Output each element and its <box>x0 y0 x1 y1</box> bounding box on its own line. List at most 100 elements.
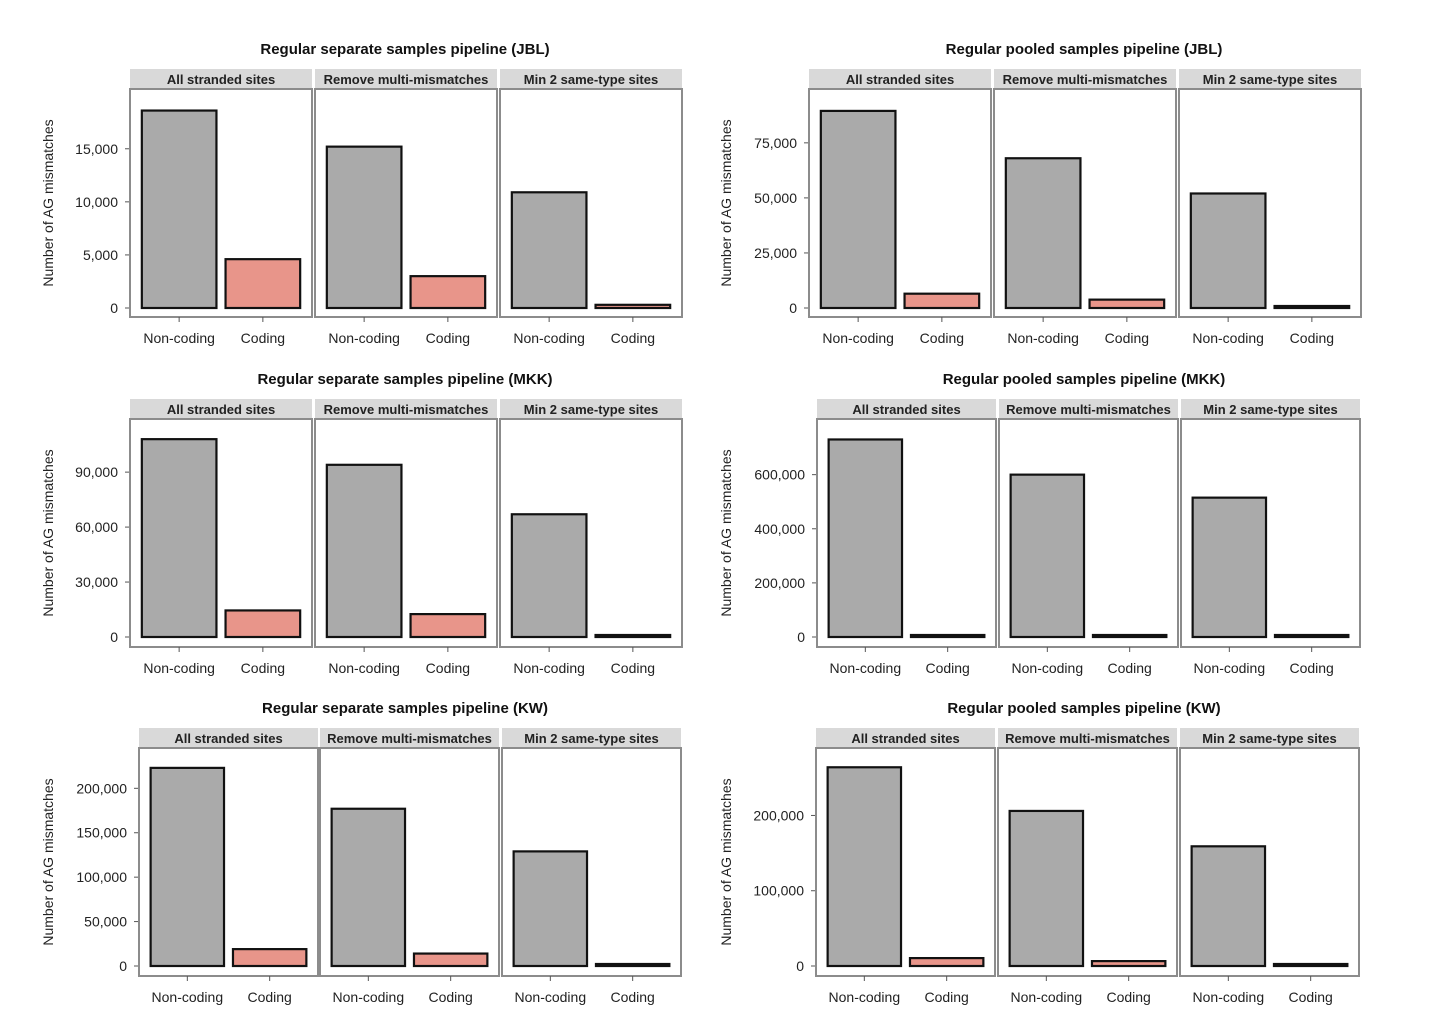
y-tick-label: 100,000 <box>76 869 127 885</box>
chart-title: Regular separate samples pipeline (KW) <box>262 700 548 717</box>
y-axis-title: Number of AG mismatches <box>40 778 56 945</box>
x-tick-label: Coding <box>925 660 969 676</box>
x-tick-label: Coding <box>428 989 472 1005</box>
bar-non-coding <box>325 463 403 639</box>
y-tick-label: 600,000 <box>754 467 805 483</box>
y-axis-title: Number of AG mismatches <box>40 449 56 616</box>
facet-label: Remove multi-mismatches <box>1005 731 1170 746</box>
facet-strip <box>816 728 995 748</box>
x-tick-label: Non-coding <box>829 989 901 1005</box>
bar-coding <box>1091 633 1168 639</box>
bar-non-coding <box>510 191 588 310</box>
bar-non-coding <box>1009 473 1086 639</box>
x-tick-label: Coding <box>611 660 655 676</box>
y-tick-label: 200,000 <box>754 575 805 591</box>
bar-non-coding <box>140 438 218 639</box>
y-tick-label: 400,000 <box>754 521 805 537</box>
bar-non-coding <box>1191 496 1268 639</box>
facet-strip <box>999 399 1178 419</box>
x-tick-label: Coding <box>611 330 655 346</box>
facet-label: All stranded sites <box>174 731 282 746</box>
bar-coding <box>224 258 302 310</box>
bar-non-coding <box>1004 157 1082 310</box>
x-tick-label: Non-coding <box>1011 989 1083 1005</box>
bar-coding <box>412 952 489 968</box>
x-tick-label: Non-coding <box>328 330 400 346</box>
y-tick-label: 200,000 <box>76 780 127 796</box>
facet-label: All stranded sites <box>167 402 275 417</box>
x-tick-label: Coding <box>924 989 968 1005</box>
x-tick-label: Coding <box>1107 660 1151 676</box>
bar-non-coding <box>826 766 903 968</box>
y-axis-title: Number of AG mismatches <box>40 119 56 286</box>
y-tick-label: 0 <box>110 300 118 316</box>
x-tick-label: Non-coding <box>515 989 587 1005</box>
y-tick-label: 30,000 <box>75 574 118 590</box>
facet-label: Remove multi-mismatches <box>324 72 489 87</box>
facet-strip <box>139 728 318 748</box>
facet-label: All stranded sites <box>851 731 959 746</box>
facet-strip <box>994 69 1176 89</box>
facet-label: Min 2 same-type sites <box>1203 72 1337 87</box>
chart-1: Regular separate samples pipeline (JBL) N… <box>40 41 683 346</box>
bar-non-coding <box>149 766 226 968</box>
x-tick-label: Coding <box>1105 330 1149 346</box>
y-tick-label: 50,000 <box>754 190 797 206</box>
x-tick-label: Non-coding <box>1194 660 1266 676</box>
x-tick-label: Coding <box>426 660 470 676</box>
x-tick-label: Coding <box>426 330 470 346</box>
chart-title: Regular separate samples pipeline (MKK) <box>257 371 552 388</box>
y-tick-label: 0 <box>110 629 118 645</box>
y-tick-label: 200,000 <box>753 807 804 823</box>
facet-strip <box>809 69 991 89</box>
facet-label: Min 2 same-type sites <box>1203 402 1337 417</box>
x-tick-label: Non-coding <box>513 660 585 676</box>
chart-title: Regular separate samples pipeline (JBL) <box>260 41 549 58</box>
y-tick-label: 15,000 <box>75 141 118 157</box>
bar-coding <box>594 633 672 639</box>
bar-coding <box>409 275 487 310</box>
bar-coding <box>909 633 986 639</box>
y-tick-label: 5,000 <box>83 247 118 263</box>
bar-coding <box>224 609 302 639</box>
x-tick-label: Non-coding <box>822 330 894 346</box>
x-tick-label: Non-coding <box>513 330 585 346</box>
bar-non-coding <box>512 850 589 968</box>
bar-non-coding <box>510 513 588 639</box>
x-tick-label: Coding <box>1290 330 1334 346</box>
facet-strip <box>130 399 312 419</box>
x-tick-label: Non-coding <box>1193 989 1265 1005</box>
x-tick-label: Non-coding <box>1192 330 1264 346</box>
facet-label: Min 2 same-type sites <box>524 731 658 746</box>
y-tick-label: 0 <box>119 958 127 974</box>
y-axis-title: Number of AG mismatches <box>718 449 734 616</box>
facet-strip <box>500 399 682 419</box>
chart-title: Regular pooled samples pipeline (JBL) <box>946 41 1223 58</box>
facet-strip <box>1180 728 1359 748</box>
facet-label: Min 2 same-type sites <box>524 72 658 87</box>
bar-non-coding <box>330 807 407 968</box>
x-tick-label: Coding <box>920 330 964 346</box>
x-tick-label: Coding <box>241 330 285 346</box>
y-tick-label: 90,000 <box>75 464 118 480</box>
y-tick-label: 50,000 <box>84 914 127 930</box>
x-tick-label: Non-coding <box>1012 660 1084 676</box>
bar-non-coding <box>140 109 218 310</box>
y-tick-label: 60,000 <box>75 519 118 535</box>
x-tick-label: Non-coding <box>333 989 405 1005</box>
facet-label: Min 2 same-type sites <box>524 402 658 417</box>
x-tick-label: Coding <box>1289 660 1333 676</box>
y-axis-title: Number of AG mismatches <box>718 778 734 945</box>
facet-label: All stranded sites <box>167 72 275 87</box>
x-tick-label: Coding <box>610 989 654 1005</box>
facet-strip <box>320 728 499 748</box>
bar-non-coding <box>325 145 403 310</box>
facet-strip <box>1181 399 1360 419</box>
facet-strip <box>315 69 497 89</box>
y-tick-label: 10,000 <box>75 194 118 210</box>
facet-strip <box>502 728 681 748</box>
bar-coding <box>1273 304 1351 310</box>
x-tick-label: Coding <box>1106 989 1150 1005</box>
facet-label: All stranded sites <box>852 402 960 417</box>
y-tick-label: 150,000 <box>76 825 127 841</box>
